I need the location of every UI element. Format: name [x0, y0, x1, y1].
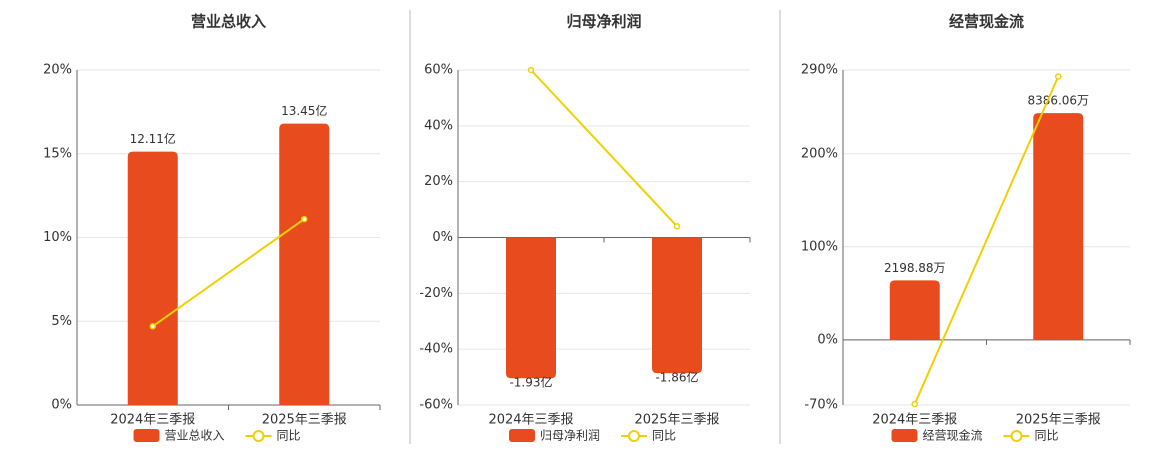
legend-swatch	[509, 429, 535, 442]
y-tick-label: 20%	[424, 174, 453, 189]
bar	[1033, 113, 1084, 340]
y-tick-label: -60%	[419, 398, 453, 413]
value-label: 2198.88万	[884, 261, 946, 275]
y-tick-label: 290%	[801, 63, 838, 78]
legend-label: 归母净利润	[540, 429, 600, 443]
legend-swatch	[891, 429, 918, 442]
chart-title: 归母净利润	[566, 13, 641, 31]
bar	[127, 151, 178, 405]
line	[152, 218, 305, 328]
x-tick-label: 2024年三季报	[488, 413, 573, 428]
legend-label: 同比	[1035, 429, 1059, 443]
x-tick-label: 2025年三季报	[262, 413, 347, 428]
x-tick-label: 2024年三季报	[872, 413, 957, 428]
y-tick-label: 5%	[51, 314, 72, 329]
line-point	[673, 223, 681, 230]
legend-label: 同比	[277, 429, 301, 443]
y-tick-label: 0%	[432, 230, 453, 245]
legend-marker	[252, 430, 265, 442]
bar	[279, 123, 330, 405]
y-tick-label: 10%	[43, 230, 72, 245]
line-point	[301, 215, 308, 223]
line-point	[527, 66, 535, 74]
bar	[652, 237, 702, 374]
y-tick-label: 100%	[801, 239, 838, 254]
value-label: -1.86亿	[655, 370, 698, 385]
y-tick-label: 0%	[817, 332, 838, 347]
y-tick-label: 15%	[43, 146, 72, 161]
legend-label: 经营现金流	[923, 428, 983, 443]
line-point	[149, 323, 156, 330]
y-tick-label: 20%	[43, 63, 72, 78]
y-tick-label: 200%	[801, 146, 838, 161]
y-tick-label: -70%	[804, 398, 838, 413]
x-tick-label: 2025年三季报	[1016, 413, 1101, 428]
y-tick-label: -20%	[419, 286, 453, 301]
bar	[889, 280, 940, 340]
line-point	[1055, 73, 1062, 80]
x-tick-label: 2024年三季报	[110, 413, 195, 428]
bar	[506, 237, 556, 379]
x-tick-label: 2025年三季报	[634, 413, 719, 428]
legend-swatch	[133, 429, 160, 442]
value-label: 8386.06万	[1027, 94, 1089, 108]
chart-title: 营业总收入	[191, 13, 266, 31]
legend-marker	[628, 430, 640, 442]
chart-title: 经营现金流	[949, 13, 1024, 31]
legend-label: 同比	[652, 429, 676, 443]
value-label: 12.11亿	[130, 131, 176, 146]
value-label: 13.45亿	[281, 103, 327, 118]
y-tick-label: -40%	[419, 342, 453, 357]
value-label: -1.93亿	[509, 375, 552, 390]
legend-marker	[1010, 430, 1023, 442]
line-point	[911, 400, 918, 408]
line	[530, 69, 678, 228]
y-tick-label: 40%	[424, 118, 453, 133]
y-tick-label: 60%	[424, 63, 453, 78]
line	[913, 76, 1060, 405]
y-tick-label: 0%	[51, 398, 72, 413]
legend-label: 营业总收入	[165, 429, 225, 443]
